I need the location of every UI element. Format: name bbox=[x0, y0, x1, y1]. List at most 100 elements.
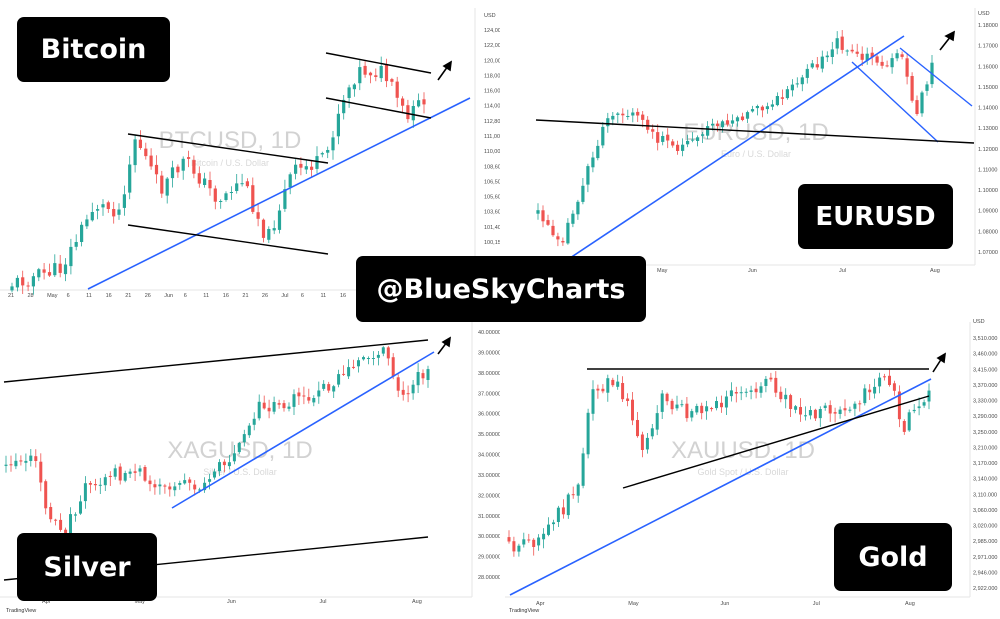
eur-candle-body bbox=[641, 114, 645, 120]
eur-x-tick: Jul bbox=[839, 268, 846, 274]
xag-candle-body bbox=[103, 477, 107, 486]
bitcoin-arrow bbox=[437, 60, 452, 81]
btc-candle-body bbox=[10, 286, 14, 291]
xau-candle-body bbox=[808, 410, 812, 416]
bitcoin-channel-upper bbox=[127, 133, 329, 164]
btc-candle-body bbox=[122, 194, 126, 208]
eur-candle-body bbox=[591, 157, 595, 168]
xag-candle-body bbox=[24, 460, 28, 463]
xag-candle-body bbox=[173, 486, 177, 491]
xag-candle-body bbox=[143, 467, 147, 481]
eur-candle-body bbox=[720, 121, 725, 128]
btc-x-tick: 21 bbox=[125, 293, 131, 299]
xau-candle-body bbox=[848, 409, 852, 411]
btc-x-tick: 6 bbox=[67, 293, 70, 299]
eur-candle-body bbox=[581, 185, 585, 202]
xag-candle-body bbox=[153, 484, 157, 488]
btc-candle-body bbox=[315, 156, 319, 169]
btc-y-tick: 116,000 bbox=[484, 89, 500, 95]
xag-candle-body bbox=[19, 460, 23, 462]
xag-y-tick: 32.00000 bbox=[478, 493, 500, 499]
btc-candle-body bbox=[417, 100, 421, 107]
eurusd-chart: EURUSD, 1D Euro / U.S. Dollar USD 1.1800… bbox=[500, 0, 1000, 305]
xag-candle-body bbox=[188, 479, 192, 483]
eur-candle-body bbox=[606, 118, 610, 127]
xag-candle-body bbox=[168, 486, 172, 490]
btc-y-tick: 103,600 bbox=[484, 210, 500, 216]
btc-candle-body bbox=[208, 180, 212, 189]
xag-candle-body bbox=[386, 347, 390, 359]
eur-candle-body bbox=[785, 89, 789, 99]
eur-candle-body bbox=[770, 104, 774, 107]
btc-candle-body bbox=[106, 202, 110, 209]
btc-candle-body bbox=[352, 84, 356, 90]
xag-candle-body bbox=[401, 389, 405, 395]
xag-y-tick: 28.00000 bbox=[478, 575, 500, 581]
eur-candle-body bbox=[890, 58, 894, 68]
btc-candle-body bbox=[90, 212, 94, 221]
btc-y-tick: 100,150 bbox=[484, 240, 500, 246]
xau-y-tick: 3,110.000 bbox=[973, 492, 997, 498]
xag-y-tick: 38.00000 bbox=[478, 371, 500, 377]
xag-candle-body bbox=[222, 461, 226, 466]
gold-watermark: XAUUSD, 1D bbox=[671, 437, 815, 464]
xau-x-tick: Aug bbox=[905, 601, 915, 607]
bitcoin-channel-lower bbox=[127, 224, 329, 255]
xag-candle-body bbox=[59, 519, 63, 530]
xau-x-tick: May bbox=[628, 601, 639, 607]
btc-candle-body bbox=[37, 269, 41, 278]
xag-y-tick: 29.00000 bbox=[478, 555, 500, 561]
eur-candle-body bbox=[765, 106, 769, 110]
btc-candle-body bbox=[336, 113, 340, 137]
xau-candle-body bbox=[685, 403, 689, 419]
xau-y-tick: 3,370.000 bbox=[973, 383, 997, 389]
btc-candle-body bbox=[363, 65, 367, 75]
xag-candle-body bbox=[39, 461, 43, 483]
xag-candle-body bbox=[148, 480, 152, 485]
xag-candle-body bbox=[247, 425, 251, 436]
btc-candle-body bbox=[347, 87, 351, 98]
btc-y-tick: 110,000 bbox=[484, 149, 500, 155]
eur-candle-body bbox=[701, 134, 705, 136]
xag-candle-body bbox=[272, 402, 276, 412]
eurusd-watermark: EURUSD, 1D bbox=[683, 119, 828, 146]
xau-candle-body bbox=[660, 393, 664, 412]
gold-currency: USD bbox=[973, 319, 985, 325]
eur-candle-body bbox=[556, 236, 560, 240]
xau-candle-body bbox=[804, 415, 807, 417]
xau-x-tick: Apr bbox=[536, 601, 545, 607]
btc-candle-body bbox=[245, 181, 249, 187]
btc-candle-body bbox=[379, 66, 383, 79]
bitcoin-trendline-blue bbox=[87, 97, 471, 290]
eur-y-tick: 1.13000 bbox=[978, 126, 998, 132]
xau-candle-body bbox=[922, 402, 926, 406]
xag-candle-body bbox=[133, 471, 137, 473]
btc-candle-body bbox=[256, 212, 260, 219]
btc-candle-body bbox=[197, 173, 201, 184]
eur-candle-body bbox=[676, 144, 680, 151]
xag-y-tick: 39.00000 bbox=[478, 350, 500, 356]
xag-candle-body bbox=[123, 473, 127, 481]
xau-y-tick: 2,946.000 bbox=[973, 570, 997, 576]
btc-candle-body bbox=[149, 155, 153, 167]
xau-candle-body bbox=[621, 383, 625, 400]
btc-candle-body bbox=[154, 164, 159, 175]
xau-candle-body bbox=[616, 381, 620, 387]
eur-candle-body bbox=[875, 56, 879, 63]
eur-candle-body bbox=[646, 119, 650, 130]
eur-candle-body bbox=[850, 49, 854, 52]
btc-y-tick: 114,000 bbox=[484, 104, 500, 110]
btc-candle-body bbox=[304, 166, 308, 170]
btc-candle-body bbox=[112, 209, 116, 217]
eur-candle-body bbox=[666, 134, 670, 141]
xag-candle-body bbox=[252, 418, 256, 425]
xag-candle-body bbox=[332, 386, 336, 392]
eurusd-watermark-sub: Euro / U.S. Dollar bbox=[721, 149, 791, 159]
btc-x-tick: 21 bbox=[242, 293, 248, 299]
xau-candle-body bbox=[779, 391, 783, 400]
btc-candle-body bbox=[181, 158, 185, 171]
btc-candle-body bbox=[101, 204, 105, 208]
xag-candle-body bbox=[297, 392, 301, 397]
eur-y-tick: 1.15000 bbox=[978, 85, 998, 91]
eur-y-tick: 1.07000 bbox=[978, 250, 998, 256]
